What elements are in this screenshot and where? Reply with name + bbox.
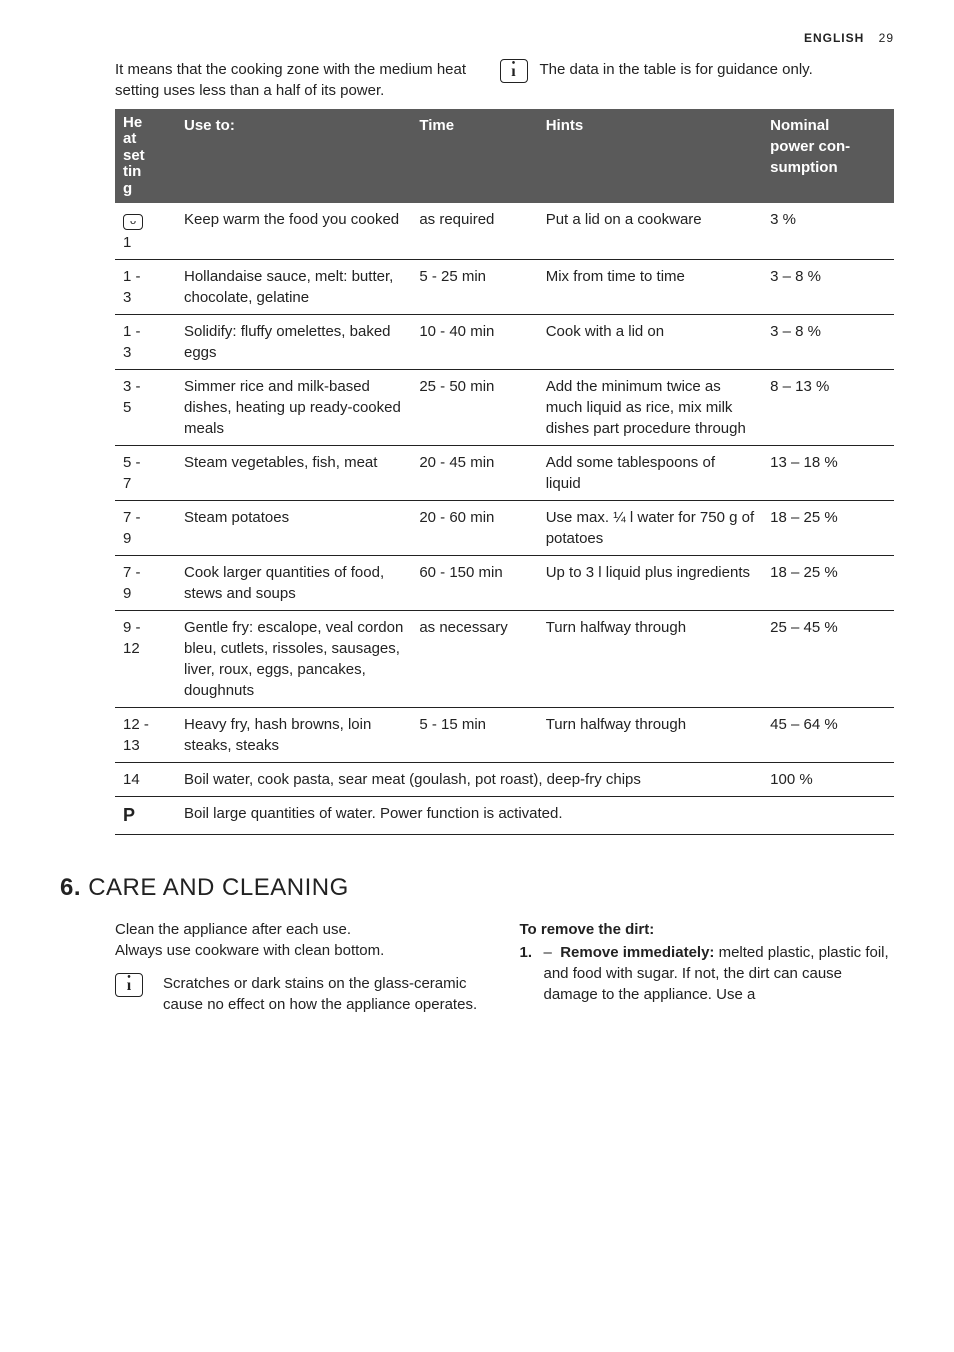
- header-page-num: 29: [879, 31, 894, 45]
- keep-warm-icon: ᴗ: [123, 214, 143, 230]
- cell-power: 13 – 18 %: [762, 446, 894, 501]
- cell-time: 20 - 45 min: [411, 446, 537, 501]
- table-row: 3 -5Simmer rice and milk-based dishes, h…: [115, 370, 894, 446]
- cell-heat: 5 -7: [115, 446, 176, 501]
- cell-power: 3 – 8 %: [762, 260, 894, 315]
- table-row: 5 -7Steam vegetables, fish, meat20 - 45 …: [115, 446, 894, 501]
- col-hints: Hints: [538, 109, 762, 204]
- table-row: 14Boil water, cook pasta, sear meat (gou…: [115, 763, 894, 797]
- cell-use: Heavy fry, hash browns, loin steaks, ste…: [176, 708, 411, 763]
- table-row: 1 -3Solidify: fluffy omelettes, baked eg…: [115, 315, 894, 370]
- section-number: 6.: [60, 874, 81, 901]
- cell-power: 3 – 8 %: [762, 315, 894, 370]
- cell-heat: 1 -3: [115, 260, 176, 315]
- cell-use: Steam potatoes: [176, 501, 411, 556]
- table-row: 12 -13Heavy fry, hash browns, loin steak…: [115, 708, 894, 763]
- section-title: CARE AND CLEANING: [88, 874, 349, 901]
- cell-use: Steam vegetables, fish, meat: [176, 446, 411, 501]
- cell-heat: 14: [115, 763, 176, 797]
- cell-hints: Use max. ¼ l water for 750 g of potatoes: [538, 501, 762, 556]
- list-number: 1.: [520, 942, 538, 1005]
- table-row: 1 -3Hollandaise sauce, melt: butter, cho…: [115, 260, 894, 315]
- intro-text-left: It means that the cooking zone with the …: [60, 59, 470, 101]
- table-row: 7 -9Steam potatoes20 - 60 minUse max. ¼ …: [115, 501, 894, 556]
- cell-time: 10 - 40 min: [411, 315, 537, 370]
- cell-hints: Put a lid on a cookware: [538, 203, 762, 260]
- table-row: 9 -12Gentle fry: escalope, veal cordon b…: [115, 611, 894, 708]
- heat-settings-table: Heatsetting Use to: Time Hints Nominalpo…: [115, 109, 894, 836]
- col-use: Use to:: [176, 109, 411, 204]
- cell-power: 18 – 25 %: [762, 501, 894, 556]
- intro-text-right: The data in the table is for guidance on…: [540, 61, 813, 78]
- table-row: ᴗ1Keep warm the food you cookedas requir…: [115, 203, 894, 260]
- cell-heat: 12 -13: [115, 708, 176, 763]
- cell-time: 60 - 150 min: [411, 556, 537, 611]
- col-time: Time: [411, 109, 537, 204]
- table-row: P Boil large quantities of water. Power f…: [115, 797, 894, 835]
- cell-hints: Up to 3 l liquid plus ingredients: [538, 556, 762, 611]
- cell-heat: 3 -5: [115, 370, 176, 446]
- cell-time: as required: [411, 203, 537, 260]
- cell-time: 25 - 50 min: [411, 370, 537, 446]
- cell-time: 5 - 15 min: [411, 708, 537, 763]
- cell-heat: ᴗ1: [115, 203, 176, 260]
- page-header: ENGLISH 29: [60, 30, 894, 47]
- care-p2: Always use cookware with clean bottom.: [115, 940, 490, 961]
- cell-power: 8 – 13 %: [762, 370, 894, 446]
- cell-power: 45 – 64 %: [762, 708, 894, 763]
- cell-hints: Turn halfway through: [538, 708, 762, 763]
- cell-use-span: Boil water, cook pasta, sear meat (goula…: [176, 763, 762, 797]
- info-icon: [500, 59, 528, 83]
- cell-heat: 7 -9: [115, 556, 176, 611]
- care-info-text: Scratches or dark stains on the glass-ce…: [163, 975, 477, 1013]
- cell-use-full: Boil large quantities of water. Power fu…: [176, 797, 894, 835]
- cell-heat: 1 -3: [115, 315, 176, 370]
- power-function-symbol: P: [123, 805, 135, 825]
- cell-heat: P: [115, 797, 176, 835]
- cell-use: Solidify: fluffy omelettes, baked eggs: [176, 315, 411, 370]
- cell-time: 5 - 25 min: [411, 260, 537, 315]
- list-item-1: – Remove immediately: melted plastic, pl…: [544, 942, 895, 1005]
- cell-power: 3 %: [762, 203, 894, 260]
- cell-hints: Turn halfway through: [538, 611, 762, 708]
- cell-hints: Add the minimum twice as much liquid as …: [538, 370, 762, 446]
- info-icon: [115, 973, 143, 997]
- cell-use: Simmer rice and milk-based dishes, heati…: [176, 370, 411, 446]
- col-power: Nominalpower con-sumption: [762, 109, 894, 204]
- cell-use: Keep warm the food you cooked: [176, 203, 411, 260]
- header-lang: ENGLISH: [804, 31, 864, 45]
- care-p1: Clean the appliance after each use.: [115, 919, 490, 940]
- col-heat: Heatsetting: [115, 109, 176, 204]
- cell-hints: Add some tablespoons of liquid: [538, 446, 762, 501]
- cell-heat: 9 -12: [115, 611, 176, 708]
- cell-power: 18 – 25 %: [762, 556, 894, 611]
- cell-hints: Mix from time to time: [538, 260, 762, 315]
- cell-time: 20 - 60 min: [411, 501, 537, 556]
- cell-heat: 7 -9: [115, 501, 176, 556]
- cell-power: 100 %: [762, 763, 894, 797]
- cell-use: Gentle fry: escalope, veal cordon bleu, …: [176, 611, 411, 708]
- section-heading: 6. CARE AND CLEANING: [60, 871, 894, 905]
- cell-use: Cook larger quantities of food, stews an…: [176, 556, 411, 611]
- remove-dirt-title: To remove the dirt:: [520, 919, 895, 940]
- cell-power: 25 – 45 %: [762, 611, 894, 708]
- table-row: 7 -9Cook larger quantities of food, stew…: [115, 556, 894, 611]
- cell-time: as necessary: [411, 611, 537, 708]
- cell-use: Hollandaise sauce, melt: butter, chocola…: [176, 260, 411, 315]
- cell-hints: Cook with a lid on: [538, 315, 762, 370]
